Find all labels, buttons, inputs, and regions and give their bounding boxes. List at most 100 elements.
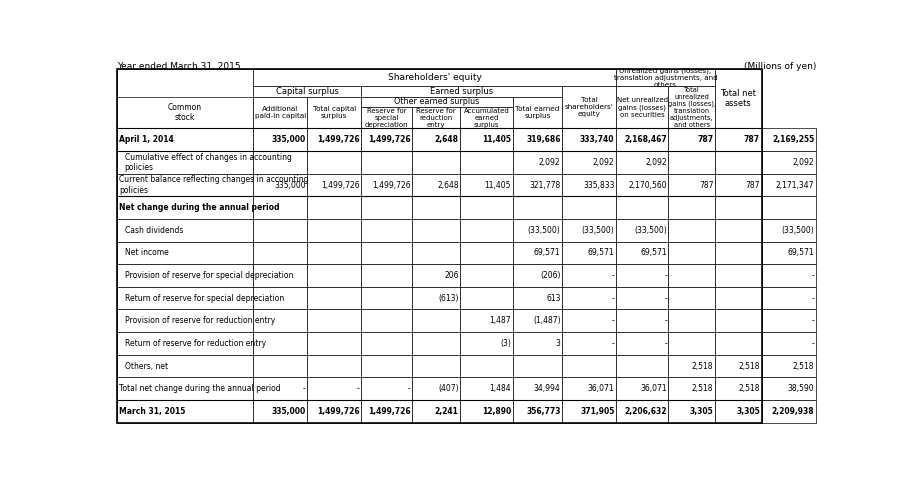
Text: Return of reserve for special depreciation: Return of reserve for special depreciati… <box>125 294 284 302</box>
Text: Total net
assets: Total net assets <box>721 89 756 108</box>
Text: Reserve for
special
depreciation: Reserve for special depreciation <box>365 108 409 128</box>
Text: 1,487: 1,487 <box>490 316 511 325</box>
Text: Total
shareholders'
equity: Total shareholders' equity <box>564 97 613 117</box>
Bar <box>412 129 460 151</box>
Bar <box>253 355 308 377</box>
Bar <box>562 151 616 174</box>
Bar <box>669 86 715 129</box>
Text: 787: 787 <box>745 180 760 190</box>
Bar <box>562 196 616 219</box>
Bar <box>669 151 715 174</box>
Bar <box>361 174 412 196</box>
Bar <box>308 287 361 310</box>
Bar <box>512 400 562 422</box>
Text: -: - <box>812 294 814 302</box>
Bar <box>253 332 308 355</box>
Bar <box>762 174 816 196</box>
Text: 2,170,560: 2,170,560 <box>628 180 667 190</box>
Text: Net income: Net income <box>125 248 168 257</box>
Bar <box>308 377 361 400</box>
Text: 206: 206 <box>444 271 459 280</box>
Bar <box>253 97 308 129</box>
Text: 1,499,726: 1,499,726 <box>317 407 359 416</box>
Text: (613): (613) <box>438 294 459 302</box>
Bar <box>669 310 715 332</box>
Bar <box>361 129 412 151</box>
Bar <box>562 287 616 310</box>
Bar <box>253 69 616 86</box>
Bar <box>616 86 669 129</box>
Bar <box>308 355 361 377</box>
Text: -: - <box>303 384 306 393</box>
Bar <box>253 174 308 196</box>
Text: Earned surplus: Earned surplus <box>430 87 493 96</box>
Bar <box>412 219 460 241</box>
Text: (33,500): (33,500) <box>581 226 614 235</box>
Bar <box>361 241 412 264</box>
Bar <box>715 241 762 264</box>
Text: 2,518: 2,518 <box>692 384 713 393</box>
Bar <box>616 196 669 219</box>
Bar <box>562 377 616 400</box>
Text: -: - <box>408 384 410 393</box>
Text: 2,241: 2,241 <box>435 407 459 416</box>
Bar <box>361 196 412 219</box>
Bar <box>562 174 616 196</box>
Text: 36,071: 36,071 <box>641 384 667 393</box>
Text: Capital surplus: Capital surplus <box>276 87 339 96</box>
Bar <box>715 377 762 400</box>
Bar <box>715 174 762 196</box>
Text: Current balance reflecting changes in accounting
policies: Current balance reflecting changes in ac… <box>119 175 308 195</box>
Bar <box>762 129 816 151</box>
Bar <box>116 287 253 310</box>
Bar <box>308 400 361 422</box>
Text: Additional
paid-in capital: Additional paid-in capital <box>255 106 306 119</box>
Text: Total net change during the annual period: Total net change during the annual perio… <box>119 384 281 393</box>
Bar <box>512 377 562 400</box>
Bar <box>361 377 412 400</box>
Bar <box>460 377 512 400</box>
Text: 34,994: 34,994 <box>534 384 561 393</box>
Text: -: - <box>812 339 814 348</box>
Text: Shareholders' equity: Shareholders' equity <box>388 73 481 82</box>
Text: -: - <box>612 316 614 325</box>
Bar <box>762 377 816 400</box>
Text: 11,405: 11,405 <box>484 180 511 190</box>
Bar <box>308 219 361 241</box>
Text: Cash dividends: Cash dividends <box>125 226 183 235</box>
Bar <box>562 264 616 287</box>
Text: March 31, 2015: March 31, 2015 <box>119 407 186 416</box>
Bar <box>669 287 715 310</box>
Bar <box>412 151 460 174</box>
Bar <box>116 377 253 400</box>
Bar <box>616 69 715 86</box>
Bar <box>460 355 512 377</box>
Bar <box>669 264 715 287</box>
Bar <box>308 97 361 129</box>
Text: 787: 787 <box>699 180 713 190</box>
Bar <box>616 241 669 264</box>
Bar <box>412 174 460 196</box>
Bar <box>116 97 253 129</box>
Bar <box>116 151 253 174</box>
Text: (33,500): (33,500) <box>782 226 814 235</box>
Bar <box>361 332 412 355</box>
Bar <box>715 332 762 355</box>
Text: 2,169,255: 2,169,255 <box>772 135 814 144</box>
Text: 36,071: 36,071 <box>588 384 614 393</box>
Bar <box>562 129 616 151</box>
Bar <box>361 400 412 422</box>
Text: 2,092: 2,092 <box>793 158 814 167</box>
Bar <box>460 287 512 310</box>
Bar <box>715 151 762 174</box>
Text: (407): (407) <box>438 384 459 393</box>
Bar <box>308 151 361 174</box>
Bar <box>715 219 762 241</box>
Text: -: - <box>612 294 614 302</box>
Bar <box>762 151 816 174</box>
Text: (33,500): (33,500) <box>634 226 667 235</box>
Bar <box>512 355 562 377</box>
Text: 356,773: 356,773 <box>526 407 561 416</box>
Bar <box>762 332 816 355</box>
Text: 1,499,726: 1,499,726 <box>368 135 410 144</box>
